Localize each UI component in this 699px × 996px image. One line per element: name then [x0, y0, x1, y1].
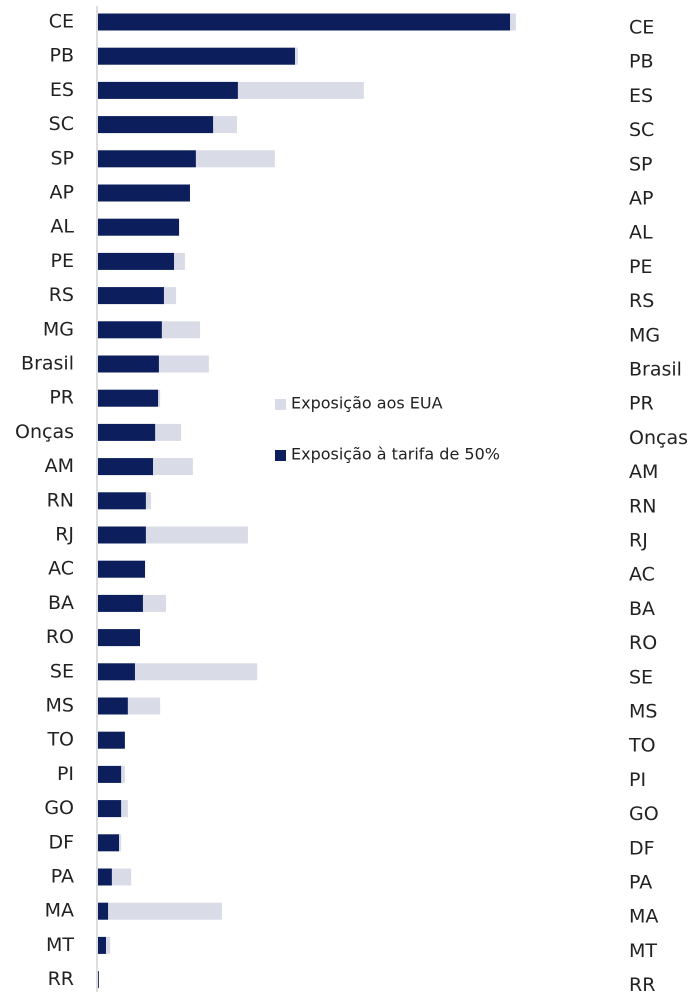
bar: [98, 423, 156, 441]
y-tick-label-right: PA: [629, 872, 652, 894]
bar: [98, 868, 112, 886]
y-tick-label-right: SP: [629, 153, 653, 175]
y-tick-label-right: Brasil: [629, 359, 682, 381]
bar: [98, 902, 222, 920]
bar: [98, 526, 146, 544]
y-tick-label-right: RR: [629, 974, 655, 992]
y-tick-label: DF: [48, 831, 74, 853]
y-tick-label: ES: [50, 79, 74, 101]
y-tick-label-right: MA: [629, 906, 658, 928]
bar: [98, 800, 122, 818]
y-tick-label-right: PR: [629, 393, 654, 415]
y-tick-label-right: MS: [629, 701, 657, 723]
y-tick-label: RR: [48, 968, 74, 990]
y-tick-label-right: Onças: [629, 427, 688, 449]
bar: [98, 936, 106, 954]
bar: [98, 731, 125, 749]
y-tick-label-right: SC: [629, 119, 654, 141]
y-tick-label: SC: [49, 113, 74, 135]
y-tick-label: Onças: [15, 421, 74, 443]
bar: [98, 458, 154, 476]
y-tick-label-right: ES: [629, 85, 653, 107]
bar: [98, 663, 135, 681]
y-tick-label-right: RN: [629, 495, 656, 517]
bar: [98, 834, 119, 852]
y-tick-label: RS: [49, 284, 74, 306]
bar: [98, 252, 175, 270]
y-tick-label: Brasil: [21, 353, 74, 375]
y-tick-label-right: PB: [629, 51, 654, 73]
y-tick-label: TO: [46, 729, 74, 751]
y-tick-label: PR: [49, 387, 74, 409]
y-tick-label: AC: [48, 558, 74, 580]
bar: [98, 765, 122, 783]
y-tick-label-right: AP: [629, 188, 653, 210]
y-tick-label-right: PI: [629, 769, 646, 791]
y-tick-label-right: TO: [628, 735, 656, 757]
y-tick-label: AM: [45, 455, 74, 477]
y-tick-label-right: RO: [629, 632, 657, 654]
y-tick-label: RJ: [55, 524, 74, 546]
y-tick-label-right: RJ: [629, 530, 648, 552]
y-tick-label-right: AL: [629, 222, 653, 244]
bar: [98, 218, 180, 236]
bar: [98, 697, 128, 715]
bar: [98, 81, 238, 99]
bar: [98, 13, 511, 31]
y-tick-label-right: AC: [629, 564, 655, 586]
y-tick-label: BA: [48, 592, 74, 614]
bar: [98, 287, 164, 305]
legend-label: Exposição aos EUA: [291, 394, 443, 413]
y-tick-label-right: SE: [629, 666, 653, 688]
y-tick-label: PE: [51, 250, 74, 272]
y-tick-label: PI: [57, 763, 74, 785]
y-tick-label: PA: [51, 866, 74, 888]
y-tick-label: RN: [47, 489, 74, 511]
bar: [98, 321, 162, 339]
y-tick-label-right: AM: [629, 461, 658, 483]
bar: [98, 184, 190, 202]
y-tick-label: MT: [46, 934, 74, 956]
bar: [98, 971, 99, 989]
legend-swatch: [275, 450, 286, 461]
y-tick-label-right: DF: [629, 837, 655, 859]
y-tick-label-right: MT: [629, 940, 657, 962]
y-tick-label: PB: [50, 45, 75, 67]
bar: [98, 902, 109, 920]
y-tick-label: MS: [46, 695, 74, 717]
bar: [98, 389, 159, 407]
y-tick-label: MA: [45, 900, 74, 922]
bar: [98, 594, 143, 612]
y-tick-label-right: RS: [629, 290, 654, 312]
bar: [98, 492, 146, 510]
bar: [98, 629, 140, 647]
legend-swatch: [275, 399, 286, 410]
bar: [98, 355, 159, 373]
y-tick-label: RO: [46, 626, 74, 648]
y-tick-label-right: MG: [629, 324, 660, 346]
y-tick-label-right: CE: [629, 17, 654, 39]
y-tick-label: AP: [50, 182, 74, 204]
bar: [98, 663, 258, 681]
y-tick-label: SE: [50, 660, 74, 682]
y-tick-label: AL: [50, 216, 74, 238]
y-tick-label-right: BA: [629, 598, 655, 620]
y-tick-label: CE: [49, 11, 74, 33]
legend-label: Exposição à tarifa de 50%: [291, 445, 500, 464]
bar: [98, 150, 196, 168]
y-tick-label: MG: [43, 318, 74, 340]
bar: [98, 47, 295, 65]
y-tick-label: SP: [50, 147, 74, 169]
bar: [98, 116, 214, 134]
bar: [98, 560, 146, 578]
y-tick-label: GO: [44, 797, 74, 819]
y-tick-label-right: PE: [629, 256, 652, 278]
y-tick-label-right: GO: [629, 803, 659, 825]
